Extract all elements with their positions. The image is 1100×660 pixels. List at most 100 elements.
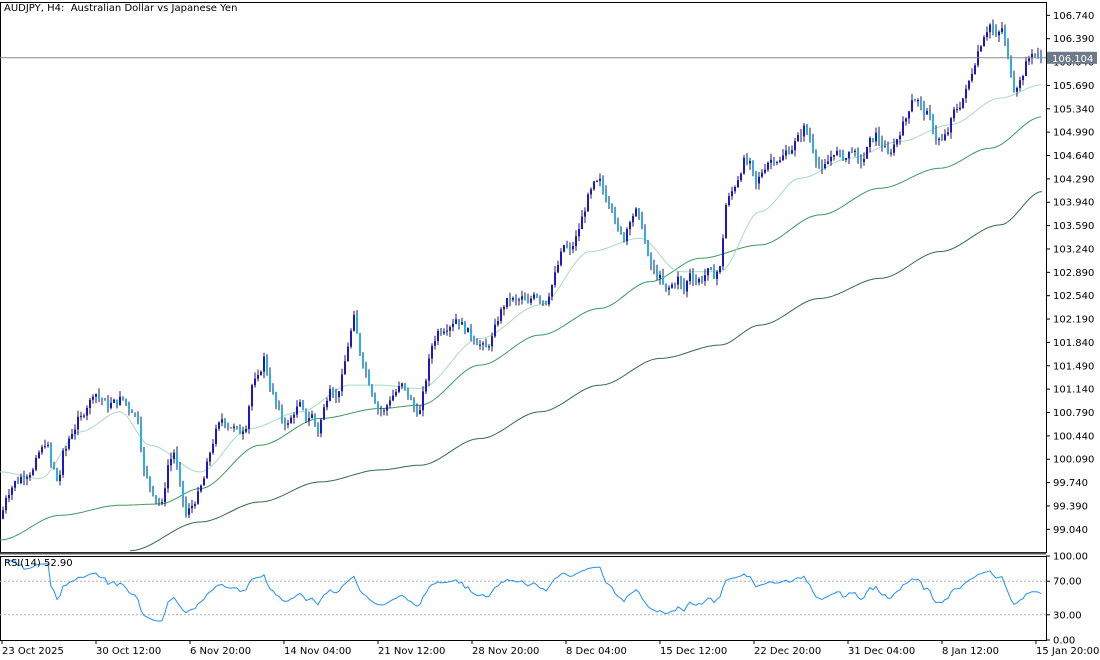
bull-candle[interactable] xyxy=(290,417,292,424)
bull-candle[interactable] xyxy=(980,46,982,52)
bear-candle[interactable] xyxy=(605,190,607,202)
bear-candle[interactable] xyxy=(17,481,19,483)
bull-candle[interactable] xyxy=(671,284,673,288)
bear-candle[interactable] xyxy=(674,284,676,286)
bull-candle[interactable] xyxy=(47,444,49,446)
bear-candle[interactable] xyxy=(656,269,658,279)
bear-candle[interactable] xyxy=(920,100,922,104)
bull-candle[interactable] xyxy=(905,118,907,122)
bull-candle[interactable] xyxy=(791,150,793,154)
bull-candle[interactable] xyxy=(629,222,631,230)
bull-candle[interactable] xyxy=(14,481,16,488)
bull-candle[interactable] xyxy=(479,344,481,346)
bull-candle[interactable] xyxy=(59,474,61,481)
bear-candle[interactable] xyxy=(860,158,862,162)
bear-candle[interactable] xyxy=(116,399,118,405)
bear-candle[interactable] xyxy=(872,138,874,142)
bear-candle[interactable] xyxy=(746,157,748,164)
bull-candle[interactable] xyxy=(89,399,91,408)
bear-candle[interactable] xyxy=(356,314,358,334)
bull-candle[interactable] xyxy=(770,159,772,163)
bull-candle[interactable] xyxy=(26,477,28,479)
bull-candle[interactable] xyxy=(731,191,733,197)
bear-candle[interactable] xyxy=(149,476,151,487)
bull-candle[interactable] xyxy=(350,330,352,347)
bear-candle[interactable] xyxy=(545,301,547,305)
bull-candle[interactable] xyxy=(449,327,451,331)
bear-candle[interactable] xyxy=(941,138,943,141)
bear-candle[interactable] xyxy=(641,214,643,229)
bull-candle[interactable] xyxy=(422,391,424,411)
bull-candle[interactable] xyxy=(563,245,565,252)
bull-candle[interactable] xyxy=(353,314,355,331)
bull-candle[interactable] xyxy=(998,31,1000,36)
bull-candle[interactable] xyxy=(233,426,235,429)
bull-candle[interactable] xyxy=(5,498,7,511)
bull-candle[interactable] xyxy=(194,503,196,506)
bear-candle[interactable] xyxy=(176,452,178,467)
bear-candle[interactable] xyxy=(839,151,841,152)
bull-candle[interactable] xyxy=(44,446,46,448)
bull-candle[interactable] xyxy=(323,407,325,420)
bear-candle[interactable] xyxy=(515,297,517,300)
bear-candle[interactable] xyxy=(887,146,889,153)
bear-candle[interactable] xyxy=(929,110,931,116)
bull-candle[interactable] xyxy=(308,418,310,421)
bear-candle[interactable] xyxy=(881,141,883,147)
bear-candle[interactable] xyxy=(23,476,25,479)
bull-candle[interactable] xyxy=(242,431,244,435)
bull-candle[interactable] xyxy=(341,374,343,392)
bear-candle[interactable] xyxy=(374,394,376,404)
bull-candle[interactable] xyxy=(62,450,64,475)
bear-candle[interactable] xyxy=(440,331,442,334)
bull-candle[interactable] xyxy=(635,208,637,217)
bull-candle[interactable] xyxy=(908,111,910,119)
bear-candle[interactable] xyxy=(305,408,307,421)
bear-candle[interactable] xyxy=(275,392,277,405)
bull-candle[interactable] xyxy=(938,138,940,141)
bull-candle[interactable] xyxy=(782,155,784,161)
bear-candle[interactable] xyxy=(224,419,226,426)
bear-candle[interactable] xyxy=(269,373,271,388)
bull-candle[interactable] xyxy=(197,491,199,504)
bull-candle[interactable] xyxy=(389,400,391,406)
bull-candle[interactable] xyxy=(338,391,340,398)
bear-candle[interactable] xyxy=(362,353,364,366)
bear-candle[interactable] xyxy=(134,413,136,415)
bear-candle[interactable] xyxy=(104,399,106,401)
bull-candle[interactable] xyxy=(983,37,985,47)
bear-candle[interactable] xyxy=(818,162,820,165)
bear-candle[interactable] xyxy=(284,419,286,425)
bear-candle[interactable] xyxy=(464,322,466,333)
bull-candle[interactable] xyxy=(35,458,37,470)
bear-candle[interactable] xyxy=(809,133,811,139)
bull-candle[interactable] xyxy=(632,216,634,223)
bear-candle[interactable] xyxy=(800,135,802,137)
bear-candle[interactable] xyxy=(752,161,754,172)
bear-candle[interactable] xyxy=(281,408,283,420)
bear-candle[interactable] xyxy=(773,159,775,163)
bear-candle[interactable] xyxy=(368,371,370,386)
bull-candle[interactable] xyxy=(959,107,961,110)
bear-candle[interactable] xyxy=(611,204,613,209)
bear-candle[interactable] xyxy=(302,402,304,409)
bear-candle[interactable] xyxy=(158,500,160,503)
bull-candle[interactable] xyxy=(833,154,835,157)
bear-candle[interactable] xyxy=(650,254,652,265)
bear-candle[interactable] xyxy=(365,365,367,372)
bull-candle[interactable] xyxy=(866,147,868,159)
bull-candle[interactable] xyxy=(728,196,730,205)
bull-candle[interactable] xyxy=(785,150,787,156)
bear-candle[interactable] xyxy=(806,125,808,134)
bear-candle[interactable] xyxy=(155,495,157,501)
bull-candle[interactable] xyxy=(1001,28,1003,32)
bear-candle[interactable] xyxy=(680,276,682,284)
bear-candle[interactable] xyxy=(236,426,238,428)
bear-candle[interactable] xyxy=(914,100,916,102)
bull-candle[interactable] xyxy=(875,132,877,142)
bull-candle[interactable] xyxy=(704,275,706,281)
bull-candle[interactable] xyxy=(1025,61,1027,77)
bear-candle[interactable] xyxy=(1004,28,1006,42)
bear-candle[interactable] xyxy=(932,115,934,131)
bull-candle[interactable] xyxy=(836,151,838,155)
